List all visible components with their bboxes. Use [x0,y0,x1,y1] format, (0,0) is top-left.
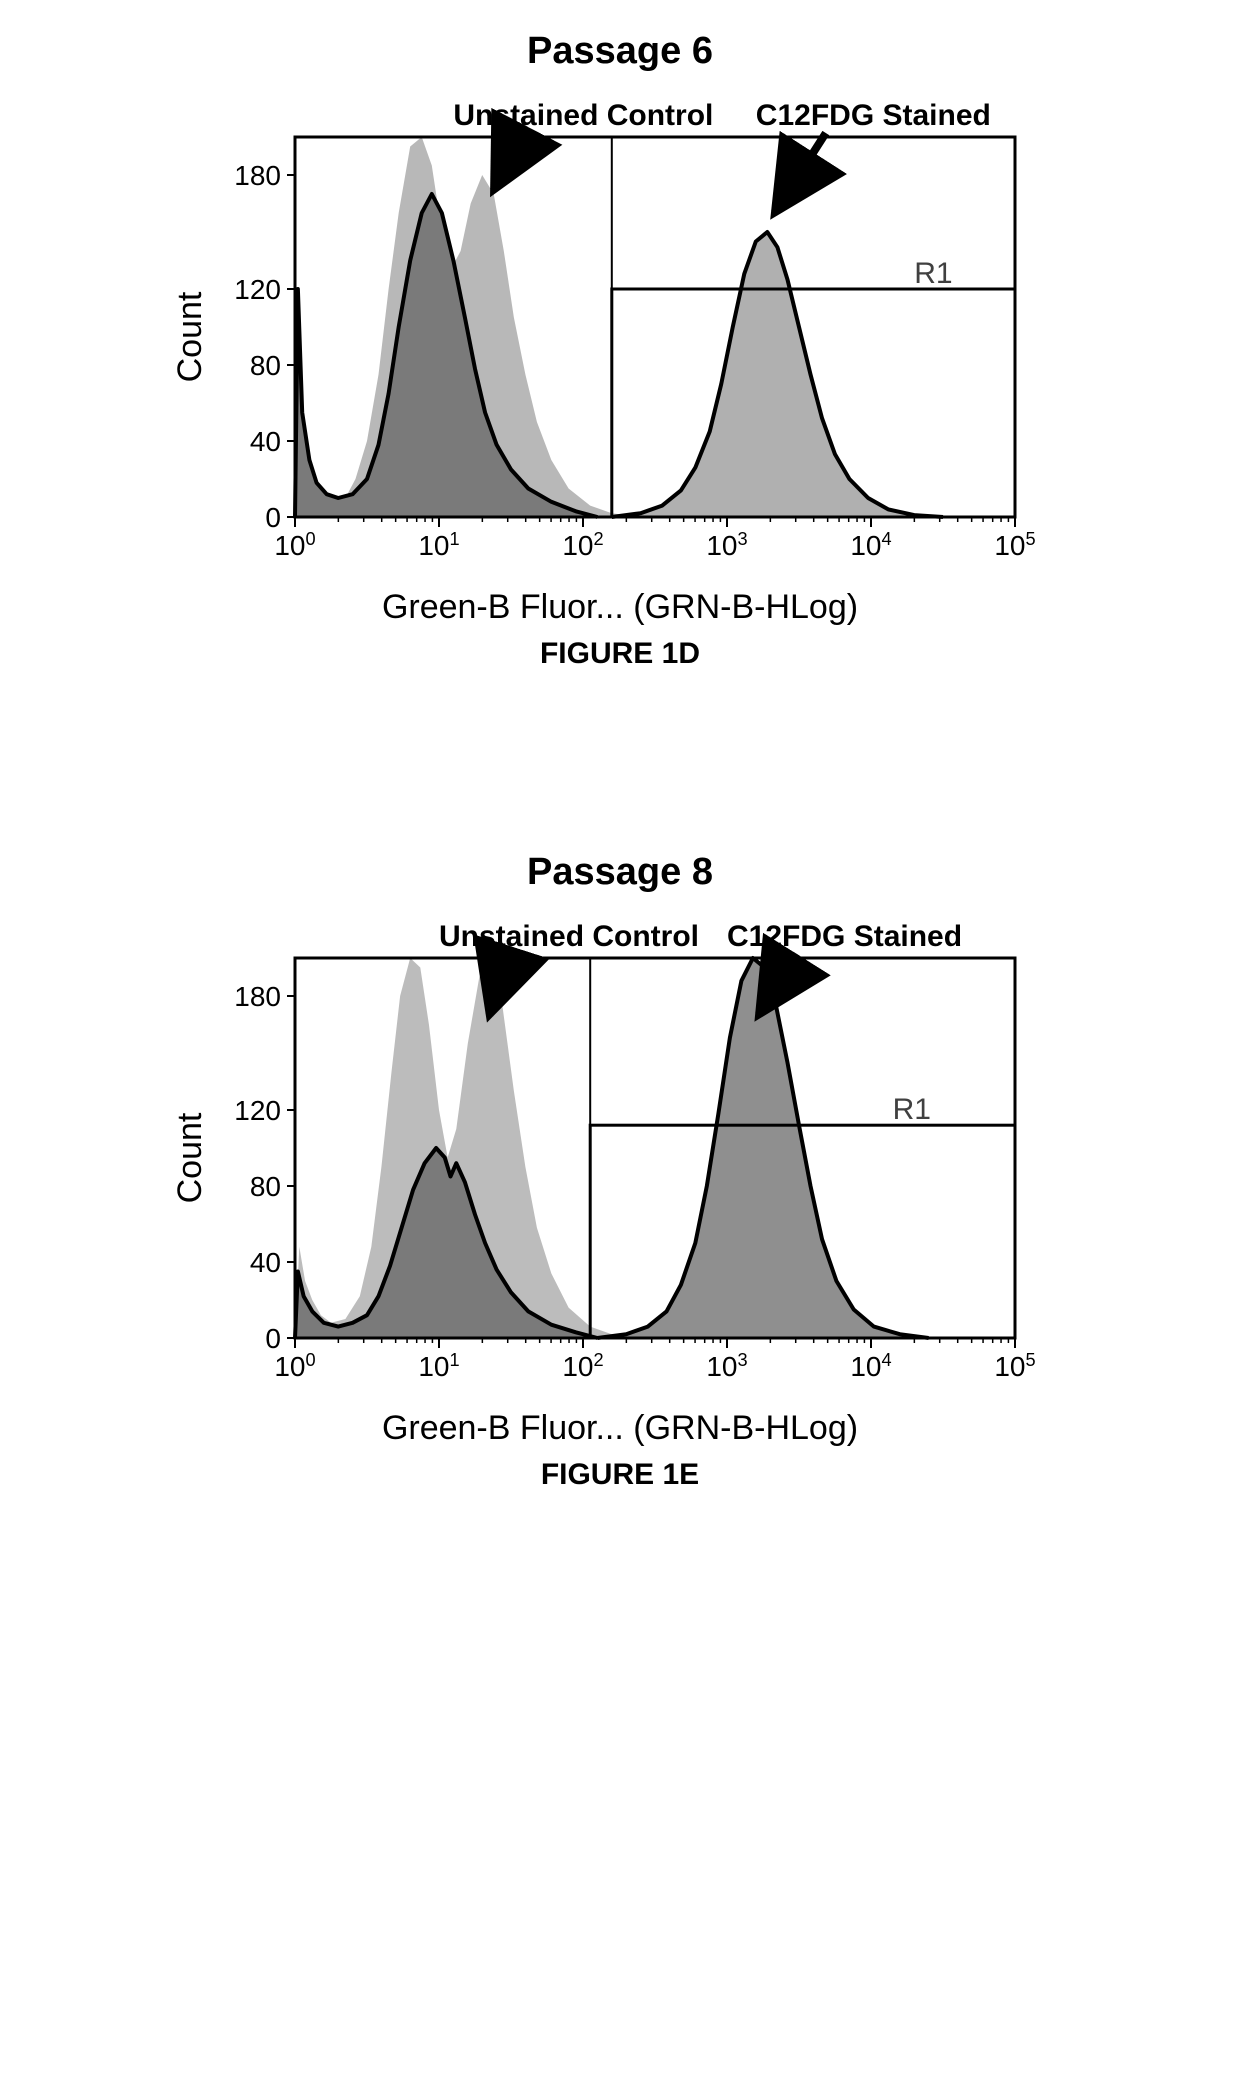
chart-wrap-1e: Count R104080120180100101102103104105Uns… [205,902,1035,1413]
chart-title-1e: Passage 8 [205,851,1035,894]
chart-svg-1d: R1 0 40 80 120 180 100 101 102 103 104 105 Unstained… [205,81,1035,587]
svg-text:180: 180 [234,981,281,1012]
ylabel-1d: Count [171,291,210,382]
svg-text:101: 101 [418,529,459,561]
svg-text:0: 0 [265,502,281,533]
svg-text:80: 80 [250,1171,281,1202]
svg-text:C12FDG Stained: C12FDG Stained [756,99,991,132]
svg-text:C12FDG Stained: C12FDG Stained [727,920,962,953]
svg-text:R1: R1 [893,1093,931,1126]
svg-text:101: 101 [418,1350,459,1382]
svg-text:180: 180 [234,160,281,191]
svg-text:0: 0 [265,1323,281,1354]
svg-text:105: 105 [994,529,1035,561]
svg-text:104: 104 [850,1350,891,1382]
svg-text:102: 102 [562,529,603,561]
chart-title-1d: Passage 6 [205,30,1035,73]
figure-1d: Passage 6 Count R10408012018010010110210… [205,30,1035,671]
svg-text:Unstained Control: Unstained Control [439,920,699,953]
caption-1d: FIGURE 1D [205,637,1035,671]
svg-text:105: 105 [994,1350,1035,1382]
svg-text:120: 120 [234,1095,281,1126]
figures-root: Passage 6 Count R1 0 40 80 120 180 100 101 102 10… [0,0,1240,1522]
ylabel-1e: Count [171,1112,210,1203]
svg-text:104: 104 [850,529,891,561]
svg-text:80: 80 [250,350,281,381]
chart-wrap-1d: Count R104080120180100101102103104105Uns… [205,81,1035,592]
figure-1e: Passage 8 Count R10408012018010010110210… [205,851,1035,1492]
xlabel-1e: Green-B Fluor... (GRN-B-HLog) [205,1409,1035,1448]
svg-text:R1: R1 [914,257,952,290]
svg-text:Unstained Control: Unstained Control [453,99,713,132]
svg-text:103: 103 [706,1350,747,1382]
svg-text:100: 100 [274,529,315,561]
svg-text:100: 100 [274,1350,315,1382]
xlabel-1d: Green-B Fluor... (GRN-B-HLog) [205,588,1035,627]
svg-text:40: 40 [250,1247,281,1278]
chart-svg-1e: R1 0 40 80 120 180 100 101 102 103 104 105 Unstained… [205,902,1035,1408]
svg-text:40: 40 [250,426,281,457]
svg-text:103: 103 [706,529,747,561]
svg-text:120: 120 [234,274,281,305]
caption-1e: FIGURE 1E [205,1458,1035,1492]
svg-text:102: 102 [562,1350,603,1382]
